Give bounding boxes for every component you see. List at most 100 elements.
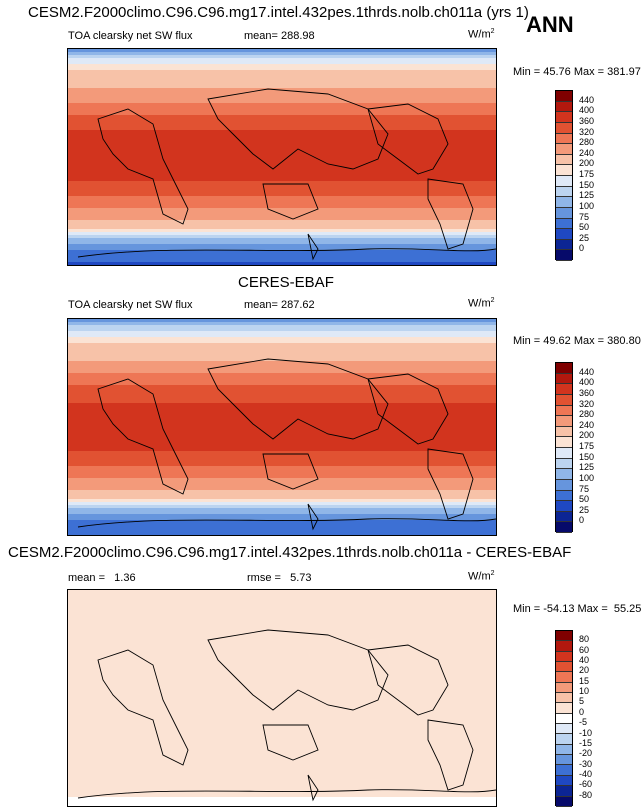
- panel1-heatmap: [68, 49, 496, 265]
- lat-band: [68, 181, 496, 185]
- colorbar-swatch: [556, 122, 572, 134]
- lat-band: [68, 406, 496, 410]
- lat-band: [68, 232, 496, 236]
- coastline: [307, 774, 319, 802]
- lat-band: [68, 355, 496, 359]
- colorbar-swatch: [556, 133, 572, 145]
- lat-band: [68, 391, 496, 395]
- lat-band: [68, 439, 496, 443]
- lat-band: [68, 472, 496, 476]
- colorbar-label: 20: [579, 665, 590, 676]
- panel2-minmax: Min = 49.62 Max = 380.80: [513, 335, 641, 347]
- lat-band: [68, 187, 496, 191]
- lat-band: [68, 106, 496, 110]
- colorbar-label: 40: [579, 655, 590, 666]
- colorbar-swatch: [556, 405, 572, 417]
- panel1-units: W/m2: [468, 28, 495, 41]
- lat-band: [68, 797, 496, 801]
- colorbar-swatch: [556, 416, 572, 427]
- lat-band: [68, 403, 496, 407]
- lat-band: [68, 776, 496, 780]
- lat-band: [68, 644, 496, 648]
- lat-band: [68, 532, 496, 535]
- coastline: [77, 248, 496, 258]
- lat-band: [68, 662, 496, 666]
- lat-band: [68, 325, 496, 329]
- lat-band: [68, 202, 496, 206]
- lat-band: [68, 719, 496, 723]
- lat-band: [68, 752, 496, 756]
- panel3-title: CESM2.F2000climo.C96.C96.mg17.intel.432p…: [8, 544, 572, 561]
- lat-band: [68, 758, 496, 762]
- colorbar-label: 200: [579, 430, 595, 441]
- colorbar-swatch: [556, 101, 572, 113]
- colorbar-label: 100: [579, 200, 595, 211]
- coastline: [262, 183, 319, 220]
- lat-band: [68, 611, 496, 615]
- lat-band: [68, 172, 496, 176]
- lat-band: [68, 382, 496, 386]
- colorbar-swatch: [556, 239, 572, 251]
- panel2-colorbar: 440 400 360 320 280 240 200 175 150 125 100 75 50 25 0: [555, 362, 595, 533]
- coastline: [427, 448, 474, 520]
- lat-band: [68, 656, 496, 660]
- lat-band: [68, 205, 496, 209]
- lat-band: [68, 433, 496, 437]
- lat-band: [68, 493, 496, 497]
- lat-band: [68, 779, 496, 783]
- lat-band: [68, 70, 496, 74]
- colorbar-label: 360: [579, 115, 595, 126]
- panel3-rmse: rmse = 5.73: [247, 572, 312, 584]
- colorbar-label: 25: [579, 504, 590, 515]
- coastline: [307, 233, 319, 261]
- lat-band: [68, 184, 496, 188]
- lat-band: [68, 740, 496, 744]
- lat-band: [68, 136, 496, 140]
- colorbar-label: 125: [579, 190, 595, 201]
- colorbar-label: 150: [579, 179, 595, 190]
- colorbar-swatch: [556, 250, 572, 261]
- lat-band: [68, 596, 496, 600]
- colorbar-label: 320: [579, 398, 595, 409]
- lat-band: [68, 52, 496, 56]
- colorbar-label: -60: [579, 779, 593, 790]
- season-label: ANN: [526, 12, 574, 37]
- colorbar-label: -10: [579, 727, 593, 738]
- colorbar-swatch: [556, 165, 572, 176]
- lat-band: [68, 385, 496, 389]
- lat-band: [68, 668, 496, 672]
- lat-band: [68, 722, 496, 726]
- colorbar-swatches: [555, 362, 573, 533]
- lat-band: [68, 256, 496, 260]
- colorbar-label: 50: [579, 494, 590, 505]
- colorbar-label: 0: [579, 706, 585, 717]
- lat-band: [68, 734, 496, 738]
- lat-band: [68, 214, 496, 218]
- coastline: [97, 378, 189, 495]
- lat-band: [68, 514, 496, 518]
- colorbar-label: 75: [579, 483, 590, 494]
- panel3-colorbar: 80 60 40 20 15 10 5 0 -5 -10 -15 -20 -30 -40 -60 -80: [555, 630, 595, 807]
- panel2-title: CERES-EBAF: [238, 274, 334, 291]
- colorbar-swatch: [556, 693, 572, 704]
- lat-band: [68, 361, 496, 365]
- lat-band: [68, 481, 496, 485]
- colorbar-label: 440: [579, 366, 595, 377]
- lat-band: [68, 788, 496, 792]
- lat-band: [68, 55, 496, 59]
- lat-band: [68, 178, 496, 182]
- lat-band: [68, 340, 496, 344]
- lat-band: [68, 250, 496, 254]
- lat-band: [68, 130, 496, 134]
- lat-band: [68, 653, 496, 657]
- colorbar-label: -80: [579, 789, 593, 800]
- lat-band: [68, 109, 496, 113]
- lat-band: [68, 623, 496, 627]
- lat-band: [68, 85, 496, 89]
- lat-band: [68, 764, 496, 768]
- colorbar-label: 60: [579, 644, 590, 655]
- colorbar-label: 125: [579, 462, 595, 473]
- lat-band: [68, 91, 496, 95]
- colorbar-label: 10: [579, 686, 590, 697]
- lat-band: [68, 94, 496, 98]
